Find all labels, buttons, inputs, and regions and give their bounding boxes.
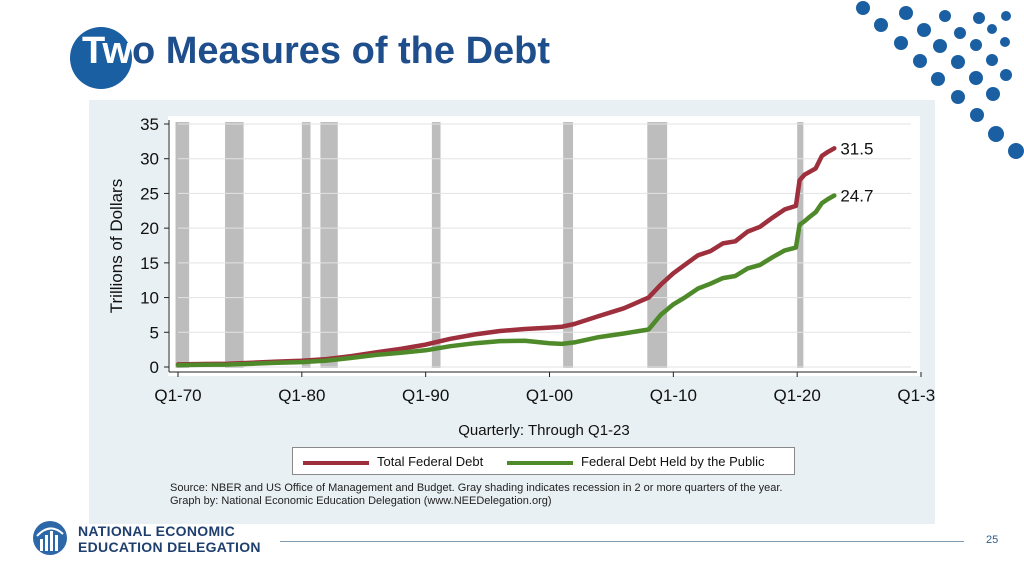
legend-swatch-public-debt xyxy=(507,461,573,465)
source-note: Source: NBER and US Office of Management… xyxy=(170,482,782,508)
x-tick-label: Q1-20 xyxy=(774,386,821,405)
series-line-federal-debt-held-by-public xyxy=(175,193,837,368)
end-value-label-federal-debt-held-by-public: 24.7 xyxy=(840,187,873,206)
x-tick-label: Q1-90 xyxy=(402,386,449,405)
y-tick-label: 35 xyxy=(140,115,159,134)
debt-chart: 0 5 10 15 20 25 30 35 Q1-70 Q1-80 Q1-90 Q1-00 Q1-10 Q… xyxy=(107,115,935,439)
logo-line-1: NATIONAL ECONOMIC xyxy=(78,523,236,539)
credit-line: Graph by: National Economic Education De… xyxy=(170,495,552,507)
logo-line-2: EDUCATION DELEGATION xyxy=(78,539,261,555)
recession-band xyxy=(225,122,244,368)
x-axis-title: Quarterly: Through Q1-23 xyxy=(458,422,629,439)
plot-area xyxy=(168,116,920,376)
y-tick-label: 10 xyxy=(140,289,159,308)
recession-band xyxy=(320,122,338,368)
x-tick-label: Q1-70 xyxy=(154,386,201,405)
slide-title-part1: Tw xyxy=(82,30,132,72)
title-accent-circle xyxy=(70,27,132,89)
organization-logo-text: NATIONAL ECONOMIC EDUCATION DELEGATION xyxy=(78,523,261,555)
y-tick-label: 0 xyxy=(150,358,159,377)
source-line: Source: NBER and US Office of Management… xyxy=(170,482,783,494)
decorative-dot-pattern xyxy=(856,1,1024,159)
x-tick-label: Q1-30 xyxy=(897,386,935,405)
y-tick-label: 20 xyxy=(140,219,159,238)
legend-label-total-debt: Total Federal Debt xyxy=(377,454,484,469)
recession-band xyxy=(175,122,190,368)
y-tick-label: 30 xyxy=(140,150,159,169)
legend-swatch-total-debt xyxy=(303,461,369,465)
recession-band xyxy=(797,122,804,368)
y-tick-label: 15 xyxy=(140,254,159,273)
legend-label-public-debt: Federal Debt Held by the Public xyxy=(581,454,765,469)
x-tick-label: Q1-10 xyxy=(650,386,697,405)
recession-band xyxy=(563,122,574,368)
recession-band xyxy=(301,122,311,368)
need-logo-icon xyxy=(33,521,67,555)
recession-band xyxy=(431,122,441,368)
slide-title-part2: o Measures of the Debt xyxy=(131,30,551,72)
page-number: 25 xyxy=(986,534,999,546)
y-axis-title: Trillions of Dollars xyxy=(107,179,126,313)
chart-legend: Total Federal Debt Federal Debt Held by … xyxy=(292,447,795,475)
footer-divider xyxy=(280,541,964,542)
slide-title: Two Measures of the Debt xyxy=(82,30,550,73)
x-tick-label: Q1-80 xyxy=(278,386,325,405)
recession-band xyxy=(647,122,668,368)
y-tick-label: 25 xyxy=(140,184,159,203)
x-tick-label: Q1-00 xyxy=(526,386,573,405)
end-value-label-total-federal-debt: 31.5 xyxy=(840,139,873,158)
y-tick-label: 5 xyxy=(150,323,159,342)
